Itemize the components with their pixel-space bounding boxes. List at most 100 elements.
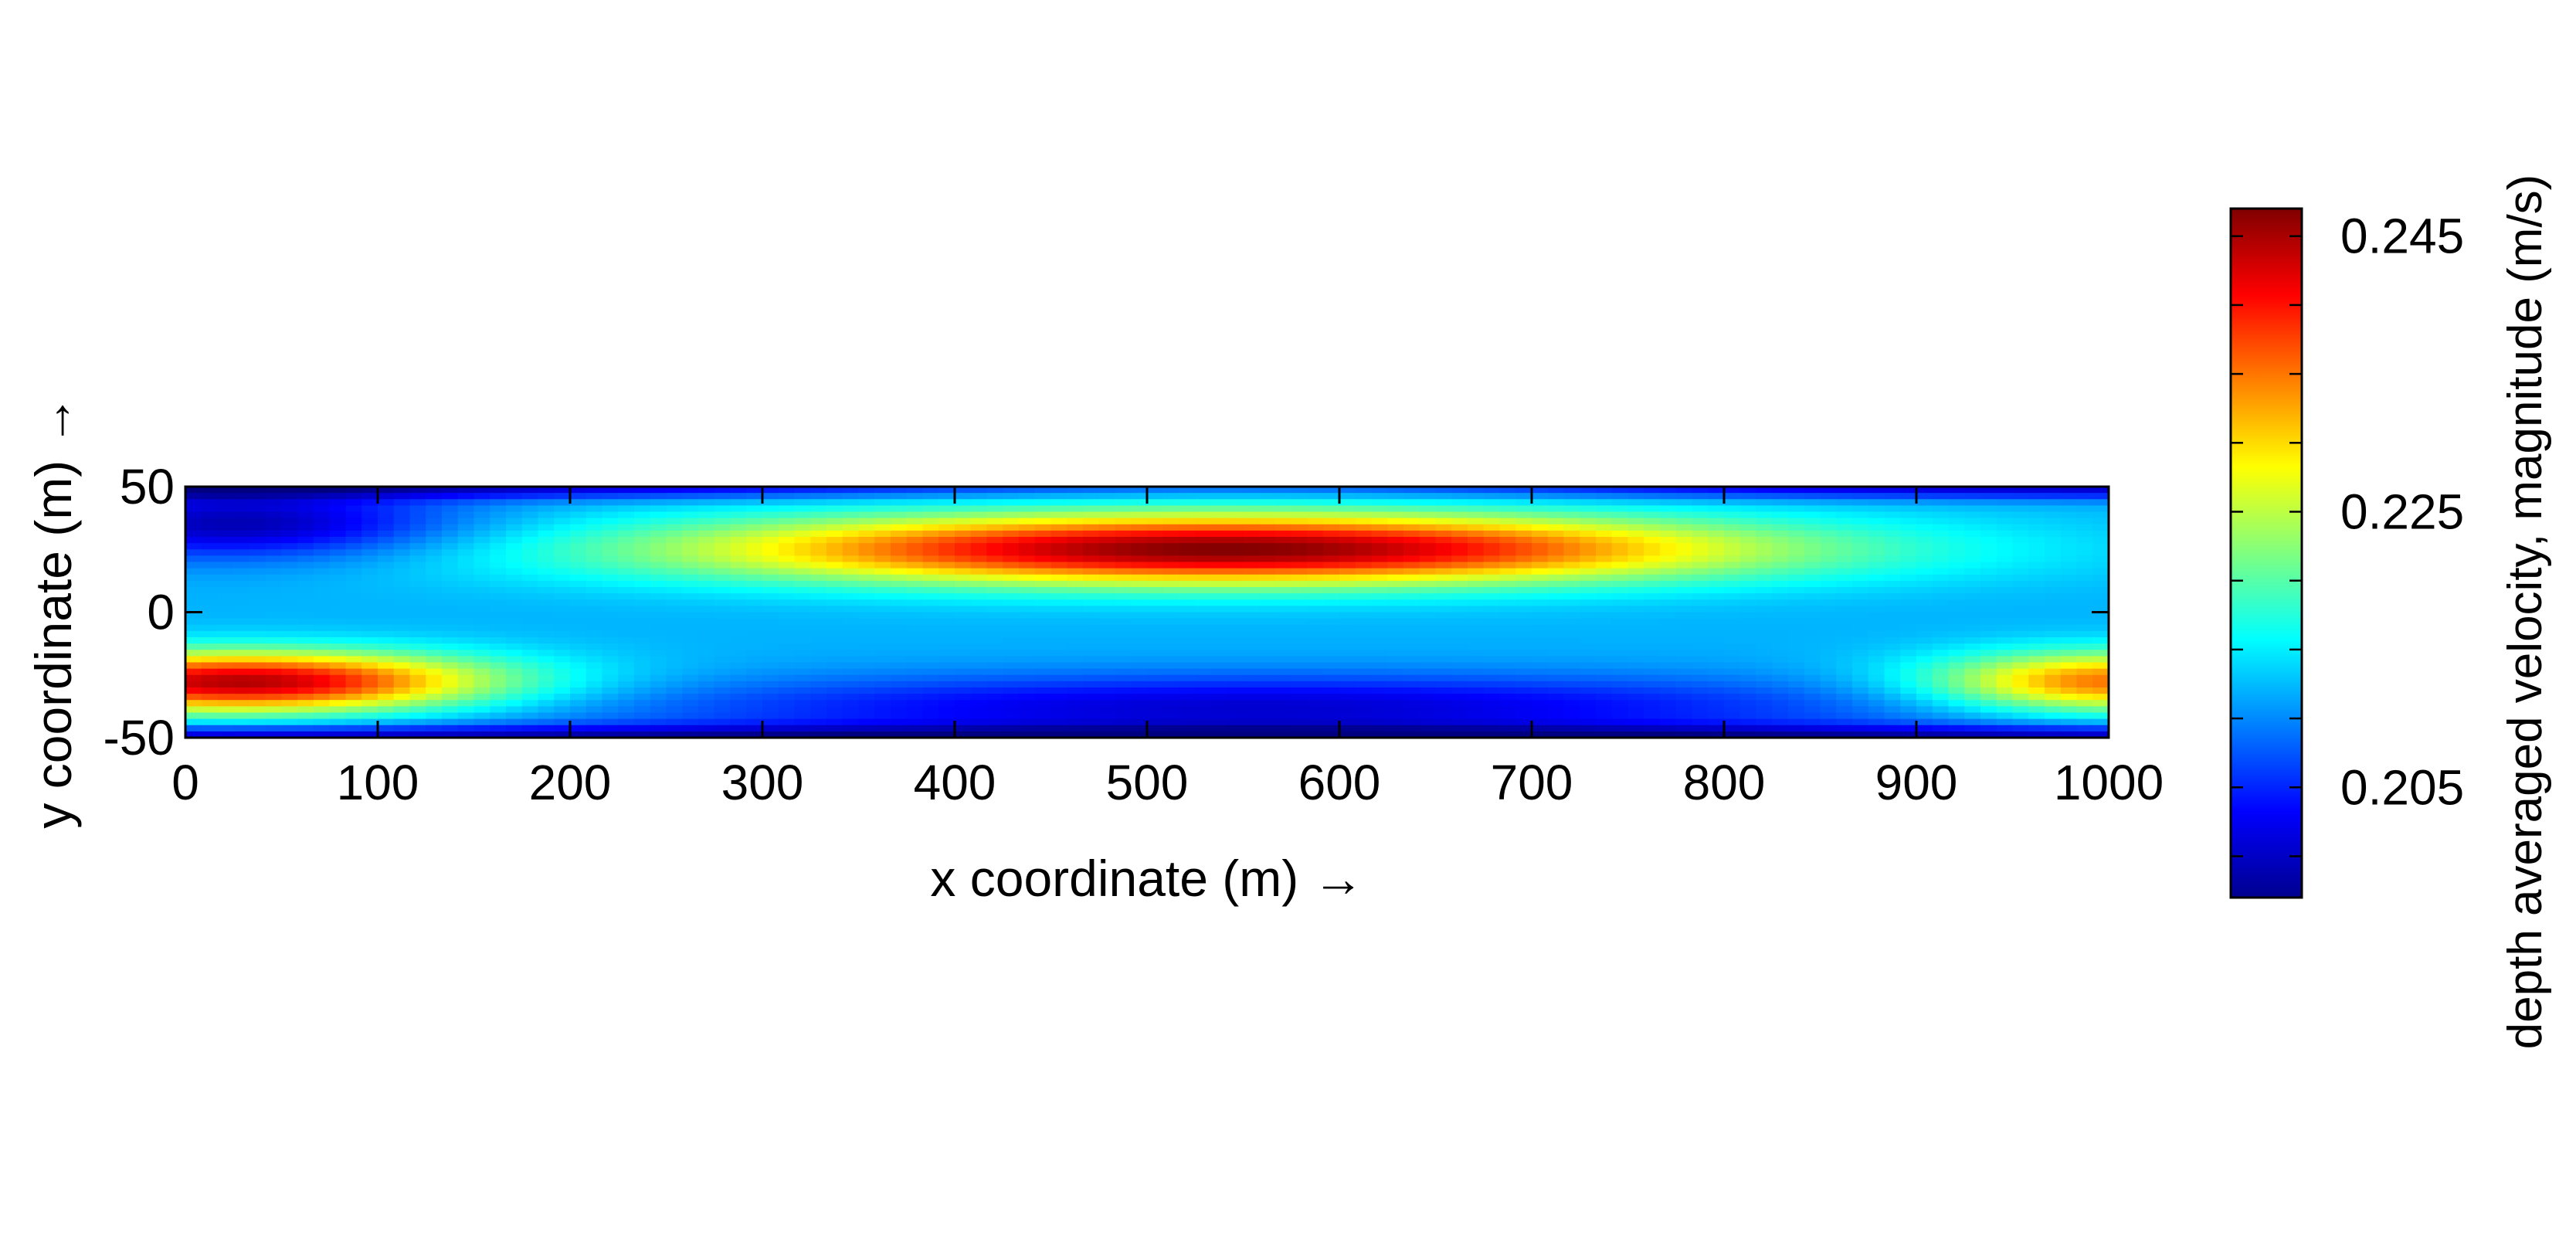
heatmap-cell — [1115, 674, 1132, 682]
heatmap-cell — [762, 511, 779, 519]
heatmap-cell — [762, 612, 779, 620]
heatmap-cell — [1307, 493, 1324, 500]
heatmap-cell — [1451, 568, 1468, 575]
heatmap-cell — [922, 524, 939, 531]
heatmap-cell — [217, 668, 234, 676]
heatmap-cell — [2045, 643, 2062, 650]
heatmap-cell — [682, 731, 699, 738]
heatmap-cell — [1547, 505, 1565, 513]
heatmap-cell — [361, 587, 378, 594]
heatmap-cell — [714, 643, 731, 650]
heatmap-cell — [906, 549, 924, 556]
heatmap-cell — [1580, 562, 1597, 569]
heatmap-cell — [1034, 505, 1052, 513]
heatmap-cell — [1900, 662, 1917, 670]
heatmap-cell — [409, 530, 426, 538]
heatmap-cell — [1162, 599, 1180, 606]
heatmap-cell — [409, 524, 426, 531]
heatmap-cell — [938, 537, 955, 544]
heatmap-cell — [1387, 643, 1404, 650]
heatmap-cell — [554, 593, 571, 600]
heatmap-cell — [1580, 511, 1597, 519]
heatmap-cell — [345, 574, 362, 582]
heatmap-cell — [570, 687, 587, 694]
heatmap-cell — [2012, 499, 2029, 506]
heatmap-cell — [233, 618, 250, 626]
heatmap-cell — [1034, 674, 1052, 682]
heatmap-cell — [634, 505, 651, 513]
heatmap-cell — [570, 681, 587, 688]
heatmap-cell — [1211, 624, 1228, 632]
heatmap-cell — [1611, 694, 1629, 701]
heatmap-cell — [1996, 606, 2014, 613]
heatmap-cell — [1162, 668, 1180, 676]
heatmap-cell — [1098, 618, 1116, 626]
heatmap-cell — [778, 587, 796, 594]
heatmap-cell — [1468, 694, 1485, 701]
heatmap-cell — [457, 505, 475, 513]
heatmap-cell — [666, 505, 683, 513]
heatmap-cell — [1964, 487, 1981, 494]
heatmap-cell — [329, 637, 347, 644]
heatmap-cell — [1708, 505, 1725, 513]
heatmap-cell — [426, 612, 443, 620]
heatmap-cell — [2076, 524, 2093, 531]
heatmap-cell — [1259, 530, 1276, 538]
heatmap-cell — [1323, 537, 1340, 544]
heatmap-cell — [217, 643, 234, 650]
heatmap-cell — [986, 725, 1003, 732]
heatmap-cell — [457, 694, 475, 701]
heatmap-cell — [970, 637, 988, 644]
heatmap-cell — [2060, 681, 2078, 688]
heatmap-cell — [714, 599, 731, 606]
heatmap-cell — [1243, 568, 1260, 575]
heatmap-cell — [1067, 499, 1084, 506]
heatmap-cell — [634, 562, 651, 569]
heatmap-cell — [891, 650, 908, 657]
heatmap-cell — [1019, 706, 1036, 714]
heatmap-cell — [314, 674, 331, 682]
heatmap-cell — [585, 706, 603, 714]
heatmap-cell — [1067, 643, 1084, 650]
heatmap-cell — [778, 511, 796, 519]
heatmap-cell — [393, 618, 411, 626]
heatmap-cell — [730, 656, 747, 664]
heatmap-cell — [1275, 668, 1292, 676]
heatmap-cell — [457, 537, 475, 544]
heatmap-cell — [1034, 530, 1052, 538]
heatmap-cell — [521, 725, 539, 732]
heatmap-cell — [409, 499, 426, 506]
heatmap-cell — [682, 537, 699, 544]
heatmap-cell — [1291, 599, 1308, 606]
heatmap-cell — [602, 706, 619, 714]
heatmap-cell — [297, 712, 314, 720]
heatmap-cell — [1708, 555, 1725, 563]
heatmap-cell — [473, 580, 490, 588]
heatmap-cell — [891, 518, 908, 525]
heatmap-cell — [1900, 524, 1917, 531]
heatmap-cell — [1403, 681, 1420, 688]
heatmap-cell — [1532, 706, 1549, 714]
heatmap-cell — [986, 700, 1003, 707]
heatmap-cell — [1596, 493, 1613, 500]
heatmap-cell — [585, 511, 603, 519]
heatmap-cell — [634, 681, 651, 688]
heatmap-cell — [1596, 662, 1613, 670]
heatmap-cell — [970, 700, 988, 707]
heatmap-cell — [730, 593, 747, 600]
heatmap-cell — [1323, 505, 1340, 513]
heatmap-cell — [730, 505, 747, 513]
heatmap-cell — [1371, 580, 1388, 588]
heatmap-cell — [426, 505, 443, 513]
heatmap-cell — [970, 543, 988, 550]
heatmap-cell — [393, 706, 411, 714]
heatmap-cell — [329, 712, 347, 720]
heatmap-cell — [1067, 587, 1084, 594]
heatmap-cell — [1098, 518, 1116, 525]
heatmap-cell — [1644, 725, 1661, 732]
heatmap-cell — [682, 530, 699, 538]
heatmap-cell — [762, 637, 779, 644]
heatmap-cell — [538, 511, 555, 519]
heatmap-cell — [1195, 712, 1212, 720]
heatmap-cell — [2076, 580, 2093, 588]
